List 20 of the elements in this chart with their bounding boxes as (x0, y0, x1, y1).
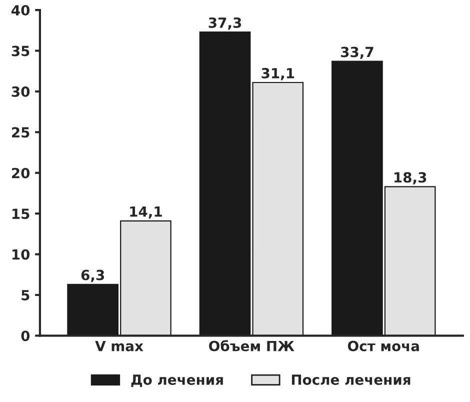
x-tick-label: V max (95, 340, 144, 352)
y-tick-label: 10 (12, 249, 30, 260)
data-label: 18,3 (394, 172, 426, 184)
data-label: 6,3 (81, 270, 104, 282)
y-tick-label: 35 (12, 46, 30, 56)
x-tick-label: Объем ПЖ (209, 340, 294, 352)
y-tick-label: 30 (12, 86, 30, 97)
y-tick-label: 40 (12, 5, 30, 16)
y-tick-label: 20 (12, 168, 30, 178)
legend-label: После лечения (292, 374, 410, 385)
x-tick-label: Ост моча (348, 340, 419, 352)
y-tick-label: 25 (12, 127, 30, 138)
data-label: 37,3 (208, 17, 242, 30)
data-label: 31,1 (262, 68, 294, 80)
y-tick-label: 5 (22, 290, 30, 300)
y-tick-label: 15 (12, 208, 30, 220)
data-label: 14,1 (130, 206, 162, 219)
y-tick-label: 0 (21, 330, 30, 342)
data-label: 33,7 (340, 46, 374, 60)
legend-label: До лечения (131, 374, 223, 387)
